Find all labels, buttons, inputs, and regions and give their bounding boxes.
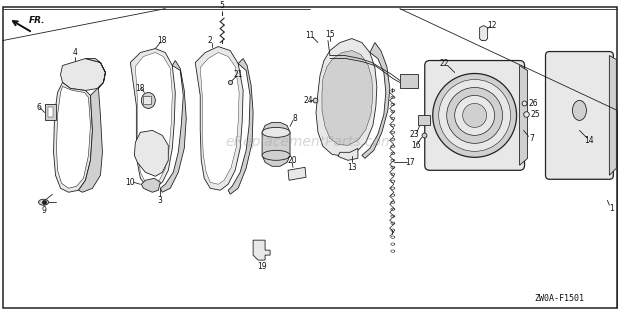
FancyBboxPatch shape (400, 74, 418, 88)
Ellipse shape (262, 127, 290, 137)
Text: 13: 13 (347, 163, 356, 172)
Text: 6: 6 (36, 103, 41, 112)
FancyBboxPatch shape (45, 104, 56, 120)
Circle shape (447, 87, 503, 143)
Polygon shape (316, 38, 377, 156)
Polygon shape (135, 131, 168, 176)
Text: 7: 7 (529, 134, 534, 143)
Bar (143, 96, 151, 104)
Text: 4: 4 (73, 48, 78, 57)
Text: 18: 18 (157, 36, 167, 45)
Polygon shape (322, 51, 373, 145)
FancyBboxPatch shape (546, 51, 613, 179)
Text: 8: 8 (293, 114, 298, 123)
Polygon shape (53, 82, 92, 192)
Text: 21: 21 (233, 70, 243, 79)
Text: 14: 14 (585, 136, 594, 145)
Polygon shape (362, 42, 390, 158)
Text: 16: 16 (411, 141, 420, 150)
Polygon shape (161, 60, 186, 192)
Text: 19: 19 (257, 262, 267, 271)
Polygon shape (609, 55, 616, 175)
Text: 24: 24 (303, 96, 313, 105)
Ellipse shape (572, 100, 587, 120)
Polygon shape (253, 240, 270, 260)
Text: 22: 22 (440, 59, 450, 68)
Text: 20: 20 (287, 156, 297, 165)
Polygon shape (195, 46, 243, 190)
Text: ZW0A-F1501: ZW0A-F1501 (534, 294, 585, 303)
Text: 10: 10 (126, 178, 135, 187)
Text: 23: 23 (410, 130, 420, 139)
Text: 18: 18 (136, 84, 145, 93)
Polygon shape (520, 65, 528, 165)
Polygon shape (56, 86, 91, 188)
Polygon shape (338, 148, 358, 160)
Text: 1: 1 (609, 204, 614, 213)
Polygon shape (135, 52, 172, 184)
Text: 25: 25 (531, 110, 541, 119)
Ellipse shape (38, 199, 48, 205)
Text: 17: 17 (405, 158, 415, 167)
Polygon shape (480, 26, 487, 41)
Polygon shape (200, 52, 239, 184)
Polygon shape (228, 59, 253, 194)
Circle shape (463, 104, 487, 127)
Ellipse shape (141, 92, 156, 108)
Ellipse shape (262, 150, 290, 160)
Polygon shape (288, 167, 306, 180)
Text: 5: 5 (219, 1, 224, 10)
Text: 15: 15 (325, 30, 335, 39)
Circle shape (433, 73, 516, 157)
Text: FR.: FR. (29, 16, 45, 25)
Text: 9: 9 (41, 206, 46, 215)
Text: eReplacementParts.com: eReplacementParts.com (225, 135, 395, 149)
Circle shape (439, 79, 511, 151)
Text: 2: 2 (208, 36, 213, 45)
FancyBboxPatch shape (425, 60, 525, 170)
Circle shape (454, 95, 495, 135)
Polygon shape (262, 122, 290, 166)
Polygon shape (141, 178, 161, 192)
Text: 26: 26 (529, 99, 538, 108)
Text: 12: 12 (487, 21, 497, 30)
Polygon shape (130, 49, 175, 188)
Text: 3: 3 (158, 196, 163, 205)
Text: 11: 11 (305, 31, 315, 40)
Polygon shape (79, 59, 105, 192)
FancyBboxPatch shape (418, 115, 430, 125)
FancyBboxPatch shape (48, 108, 53, 117)
Polygon shape (61, 59, 105, 91)
